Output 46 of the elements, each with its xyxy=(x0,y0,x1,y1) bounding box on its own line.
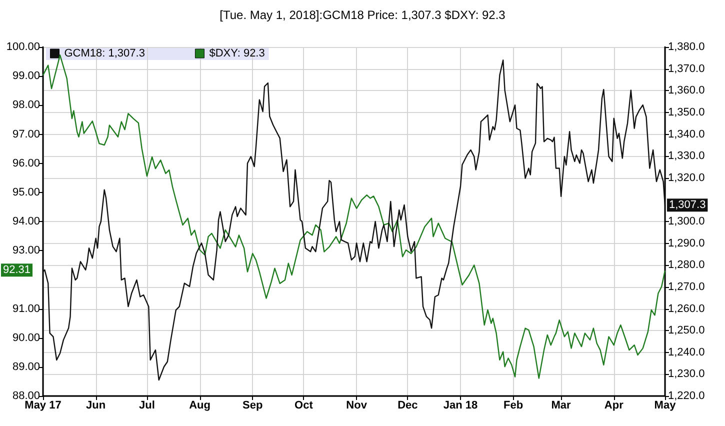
legend-label: $DXY: 92.3 xyxy=(209,48,265,60)
y-tick-label: 91.00 xyxy=(12,302,40,315)
x-tick-label: Feb xyxy=(504,400,524,412)
y2-tick-label: 1,280.0 xyxy=(668,259,705,272)
text: 92.31 xyxy=(3,264,31,276)
y-tick-label: 95.00 xyxy=(12,186,40,198)
y-tick-label: 94.00 xyxy=(12,216,40,228)
x-tick-label: May xyxy=(654,400,677,412)
y2-tick-label: 1,330.0 xyxy=(668,150,705,162)
text: 1,307.3 xyxy=(669,199,706,212)
x-tick-label: Sep xyxy=(242,400,263,412)
x-tick-label: Jan 18 xyxy=(443,400,478,412)
y2-tick-label: 1,360.0 xyxy=(668,84,705,97)
y-tick-label: 97.00 xyxy=(12,128,40,140)
y2-tick-label: 1,240.0 xyxy=(668,346,705,358)
y2-tick-label: 1,260.0 xyxy=(668,302,705,315)
y-tick-label: 89.00 xyxy=(12,360,40,373)
y2-tick-label: 1,300.0 xyxy=(668,216,705,228)
x-tick-label: Oct xyxy=(294,400,314,412)
y2-tick-label: 1,270.0 xyxy=(668,280,705,293)
x-tick-label: Jun xyxy=(86,400,106,412)
x-tick-label: Jul xyxy=(139,400,155,412)
legend-label: GCM18: 1,307.3 xyxy=(64,48,145,60)
y2-tick-label: 1,230.0 xyxy=(668,368,705,380)
y2-tick-label: 1,350.0 xyxy=(668,106,705,118)
x-tick-label: Apr xyxy=(604,400,624,412)
y2-tick-label: 1,320.0 xyxy=(668,172,705,184)
x-tick-label: Dec xyxy=(398,400,418,412)
y2-tick-label: 1,250.0 xyxy=(668,324,705,337)
y-tick-label: 100.00 xyxy=(6,41,40,53)
y-tick-label: 88.00 xyxy=(12,390,40,402)
y2-tick-label: 1,290.0 xyxy=(668,237,705,250)
y-tick-label: 90.00 xyxy=(12,332,40,344)
y2-tick-label: 1,380.0 xyxy=(668,41,705,53)
y2-tick-label: 1,220.0 xyxy=(668,390,705,402)
y2-tick-label: 1,340.0 xyxy=(668,128,705,140)
x-tick-label: Aug xyxy=(189,400,210,412)
y-tick-label: 99.00 xyxy=(12,70,40,82)
y-tick-label: 93.00 xyxy=(12,244,40,257)
x-tick-label: Nov xyxy=(346,400,368,412)
y2-tick-label: 1,370.0 xyxy=(668,62,705,75)
y-tick-label: 98.00 xyxy=(12,99,40,112)
x-tick-label: May 17 xyxy=(24,400,62,412)
chart-title: [Tue. May 1, 2018]:GCM18 Price: 1,307.3 $DXY: 92.3 xyxy=(220,8,506,22)
x-tick-label: Mar xyxy=(551,400,572,412)
y-tick-label: 96.00 xyxy=(12,157,40,170)
